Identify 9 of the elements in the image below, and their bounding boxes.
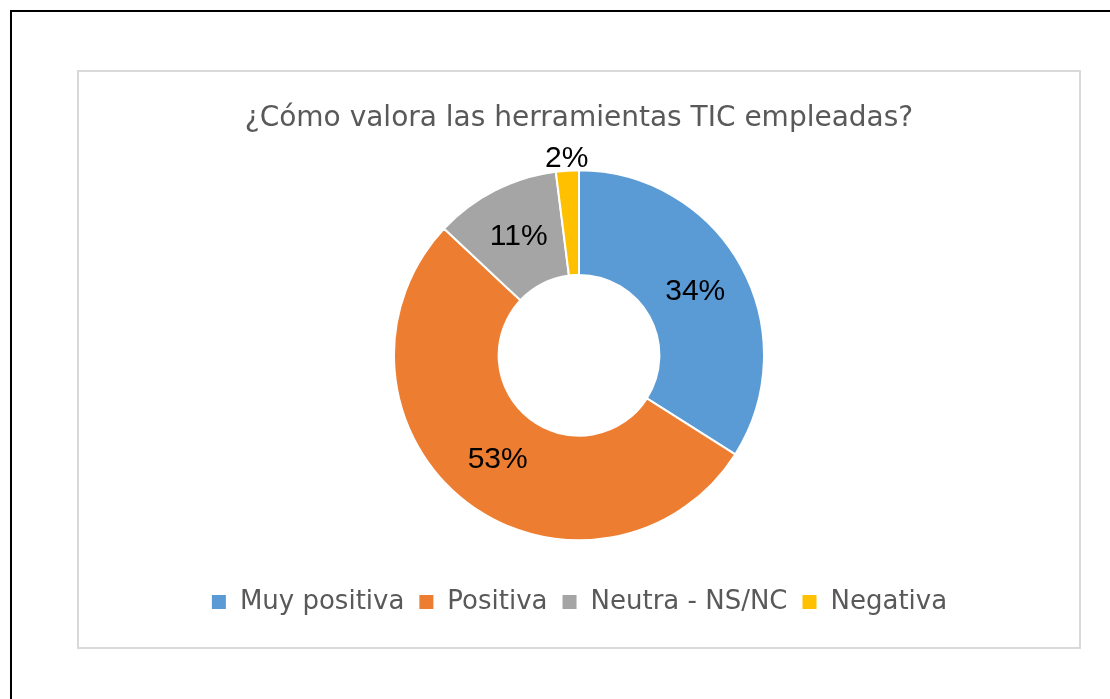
legend-label: Negativa (830, 584, 948, 615)
legend-label: Neutra - NS/NC (590, 584, 788, 615)
chart-title: ¿Cómo valora las herramientas TIC empleadas? (244, 100, 914, 134)
legend-label: Muy positiva (239, 584, 405, 615)
legend-label: Positiva (447, 584, 548, 615)
data-label: 53% (467, 441, 528, 475)
data-label: 11% (489, 218, 548, 252)
data-label: 2% (544, 139, 589, 173)
data-label: 34% (665, 272, 726, 306)
